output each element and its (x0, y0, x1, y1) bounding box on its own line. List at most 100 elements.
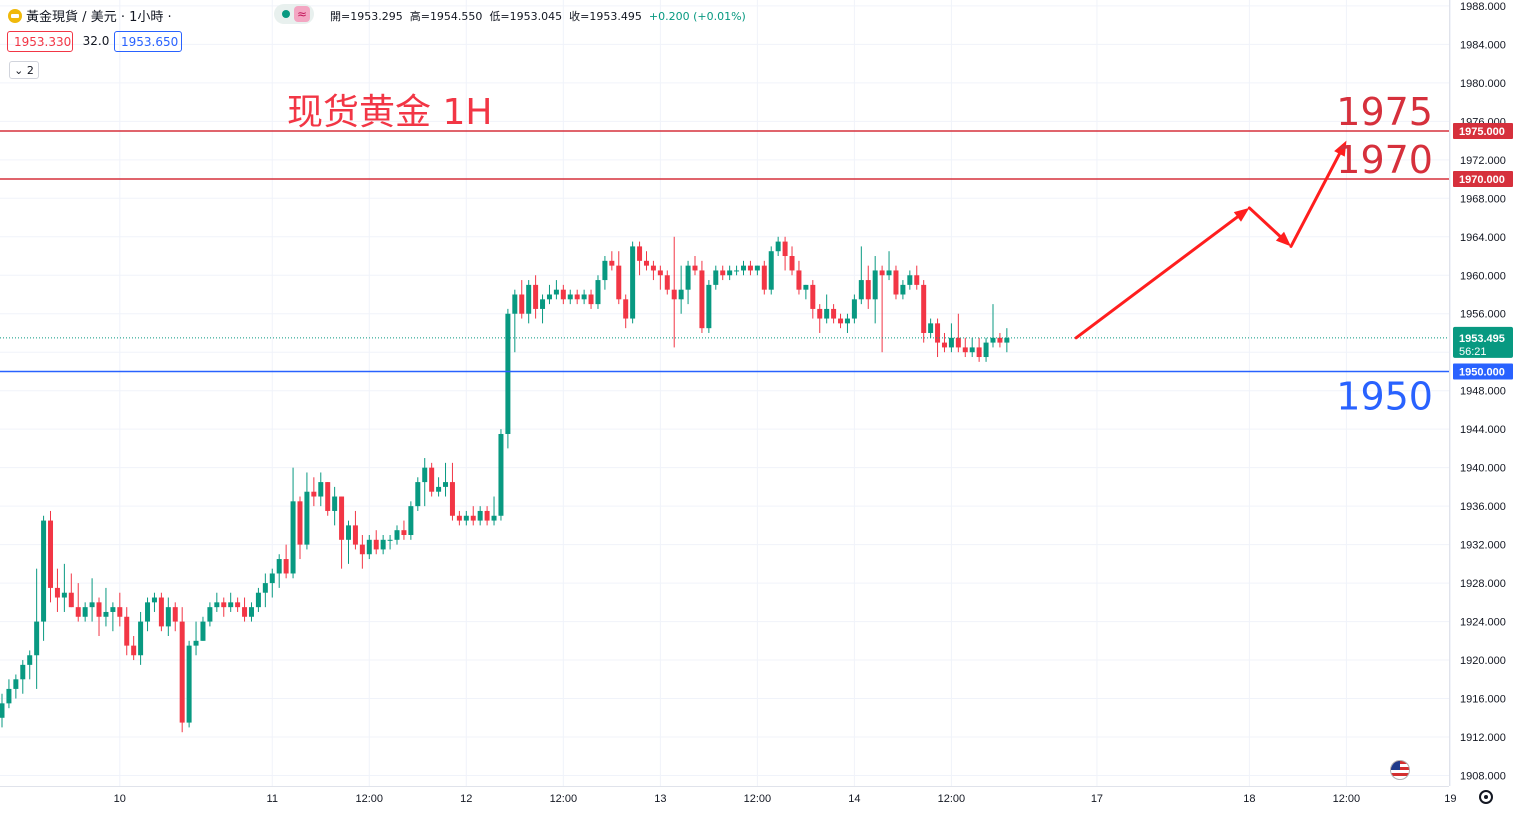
candle (401, 520, 407, 540)
candle-body (560, 289, 566, 300)
candle-body (443, 482, 449, 487)
candle-body (990, 337, 996, 343)
candle-body (290, 501, 296, 574)
candle (914, 265, 920, 290)
candle-body (671, 289, 677, 300)
candle-body (713, 270, 719, 285)
candle (907, 270, 913, 290)
candle (151, 592, 157, 612)
candle (221, 597, 227, 617)
candle-body (720, 270, 726, 276)
low-value: 1953.045 (509, 10, 563, 23)
candle-body (824, 308, 830, 319)
time-tick-label: 10 (114, 793, 126, 805)
candle-body (68, 592, 74, 608)
chart-title: 现货黄金 1H (287, 92, 492, 133)
time-tick-label: 12:00 (744, 793, 772, 805)
candle (346, 520, 351, 564)
candle (96, 597, 102, 637)
candle (872, 256, 878, 324)
candle-body (20, 664, 26, 680)
sell-button[interactable]: 1953.330 (7, 31, 73, 52)
candle-body (851, 299, 857, 319)
candle-body (588, 294, 594, 305)
candle-body (41, 520, 47, 622)
candle-body (969, 347, 975, 353)
level-annotation-1970: 1970 (1336, 138, 1433, 182)
candle-body (685, 265, 691, 290)
candle-body (339, 496, 345, 540)
candle-body (276, 559, 282, 574)
candle-body (976, 347, 982, 358)
market-open-icon (282, 10, 290, 18)
candle-body (463, 515, 469, 521)
market-status-pill[interactable]: ≈ (274, 4, 314, 24)
level-annotation-1975: 1975 (1336, 90, 1433, 134)
candle-body (165, 607, 171, 627)
time-axis[interactable]: 10 11 12:00 12 12:00 13 12:00 14 12:00 17 18 12:00 1… (0, 786, 1456, 806)
indicators-count: 2 (26, 64, 34, 77)
time-tick-label: 18 (1243, 793, 1255, 805)
candle-body (997, 337, 1003, 343)
candle-body (235, 602, 241, 608)
price-axis[interactable]: 1908.000 1912.000 1916.000 1920.000 1924.000… (1449, 0, 1514, 786)
buy-button[interactable]: 1953.650 (114, 31, 182, 52)
candle-body (941, 342, 947, 348)
time-tick-label: 19 (1444, 793, 1456, 805)
time-tick-label: 13 (654, 793, 666, 805)
candle (186, 640, 192, 728)
price-tick-label: 1908.000 (1460, 771, 1506, 783)
price-tick-label: 1980.000 (1460, 78, 1506, 90)
projection-arrowhead (1275, 231, 1291, 247)
symbol-header[interactable]: 黃金現貨 / 美元 · 1小時 · (8, 6, 172, 25)
candle (650, 260, 656, 281)
candle-body (158, 597, 164, 627)
us-flag-icon[interactable] (1390, 760, 1410, 780)
candle (796, 260, 802, 295)
time-tick-label: 12:00 (550, 793, 578, 805)
candle-body (304, 491, 310, 545)
candle-body (768, 251, 774, 290)
candle-body (637, 246, 643, 261)
candle-body (228, 602, 234, 608)
price-tick-label: 1984.000 (1460, 39, 1506, 51)
candle-body (692, 265, 698, 271)
candle-body (456, 515, 462, 521)
candle (456, 510, 462, 526)
time-tick-label: 12 (460, 793, 472, 805)
candle-body (34, 621, 40, 656)
projection-segment (1247, 206, 1282, 238)
candle-body (297, 501, 303, 545)
candle (165, 597, 171, 637)
candle-body (415, 482, 421, 507)
candle (61, 563, 67, 612)
time-tick-label: 14 (848, 793, 860, 805)
candle (235, 597, 241, 612)
candle (255, 587, 261, 612)
candle (831, 304, 837, 324)
candle-body (928, 323, 934, 333)
indicators-toggle[interactable]: ⌄ 2 (9, 61, 39, 79)
candle (512, 289, 518, 353)
candle (900, 280, 906, 300)
candle (671, 236, 677, 348)
candle (436, 477, 442, 497)
candle-body (311, 491, 317, 497)
currency-interval[interactable]: 美元 · 1小時 · (90, 10, 172, 25)
candle (595, 275, 601, 309)
candle-body (269, 573, 275, 584)
candle-body (962, 347, 968, 353)
candle-body (96, 602, 102, 617)
gear-icon[interactable] (1479, 790, 1493, 804)
symbol-name[interactable]: 黃金現貨 (26, 10, 79, 25)
candle-body (775, 241, 781, 252)
candle-body (540, 299, 546, 309)
price-tick-label: 1972.000 (1460, 155, 1506, 167)
candles (0, 236, 1010, 733)
candle-body (248, 607, 254, 617)
candle (484, 506, 490, 526)
candle (713, 265, 719, 290)
candle (13, 674, 19, 699)
